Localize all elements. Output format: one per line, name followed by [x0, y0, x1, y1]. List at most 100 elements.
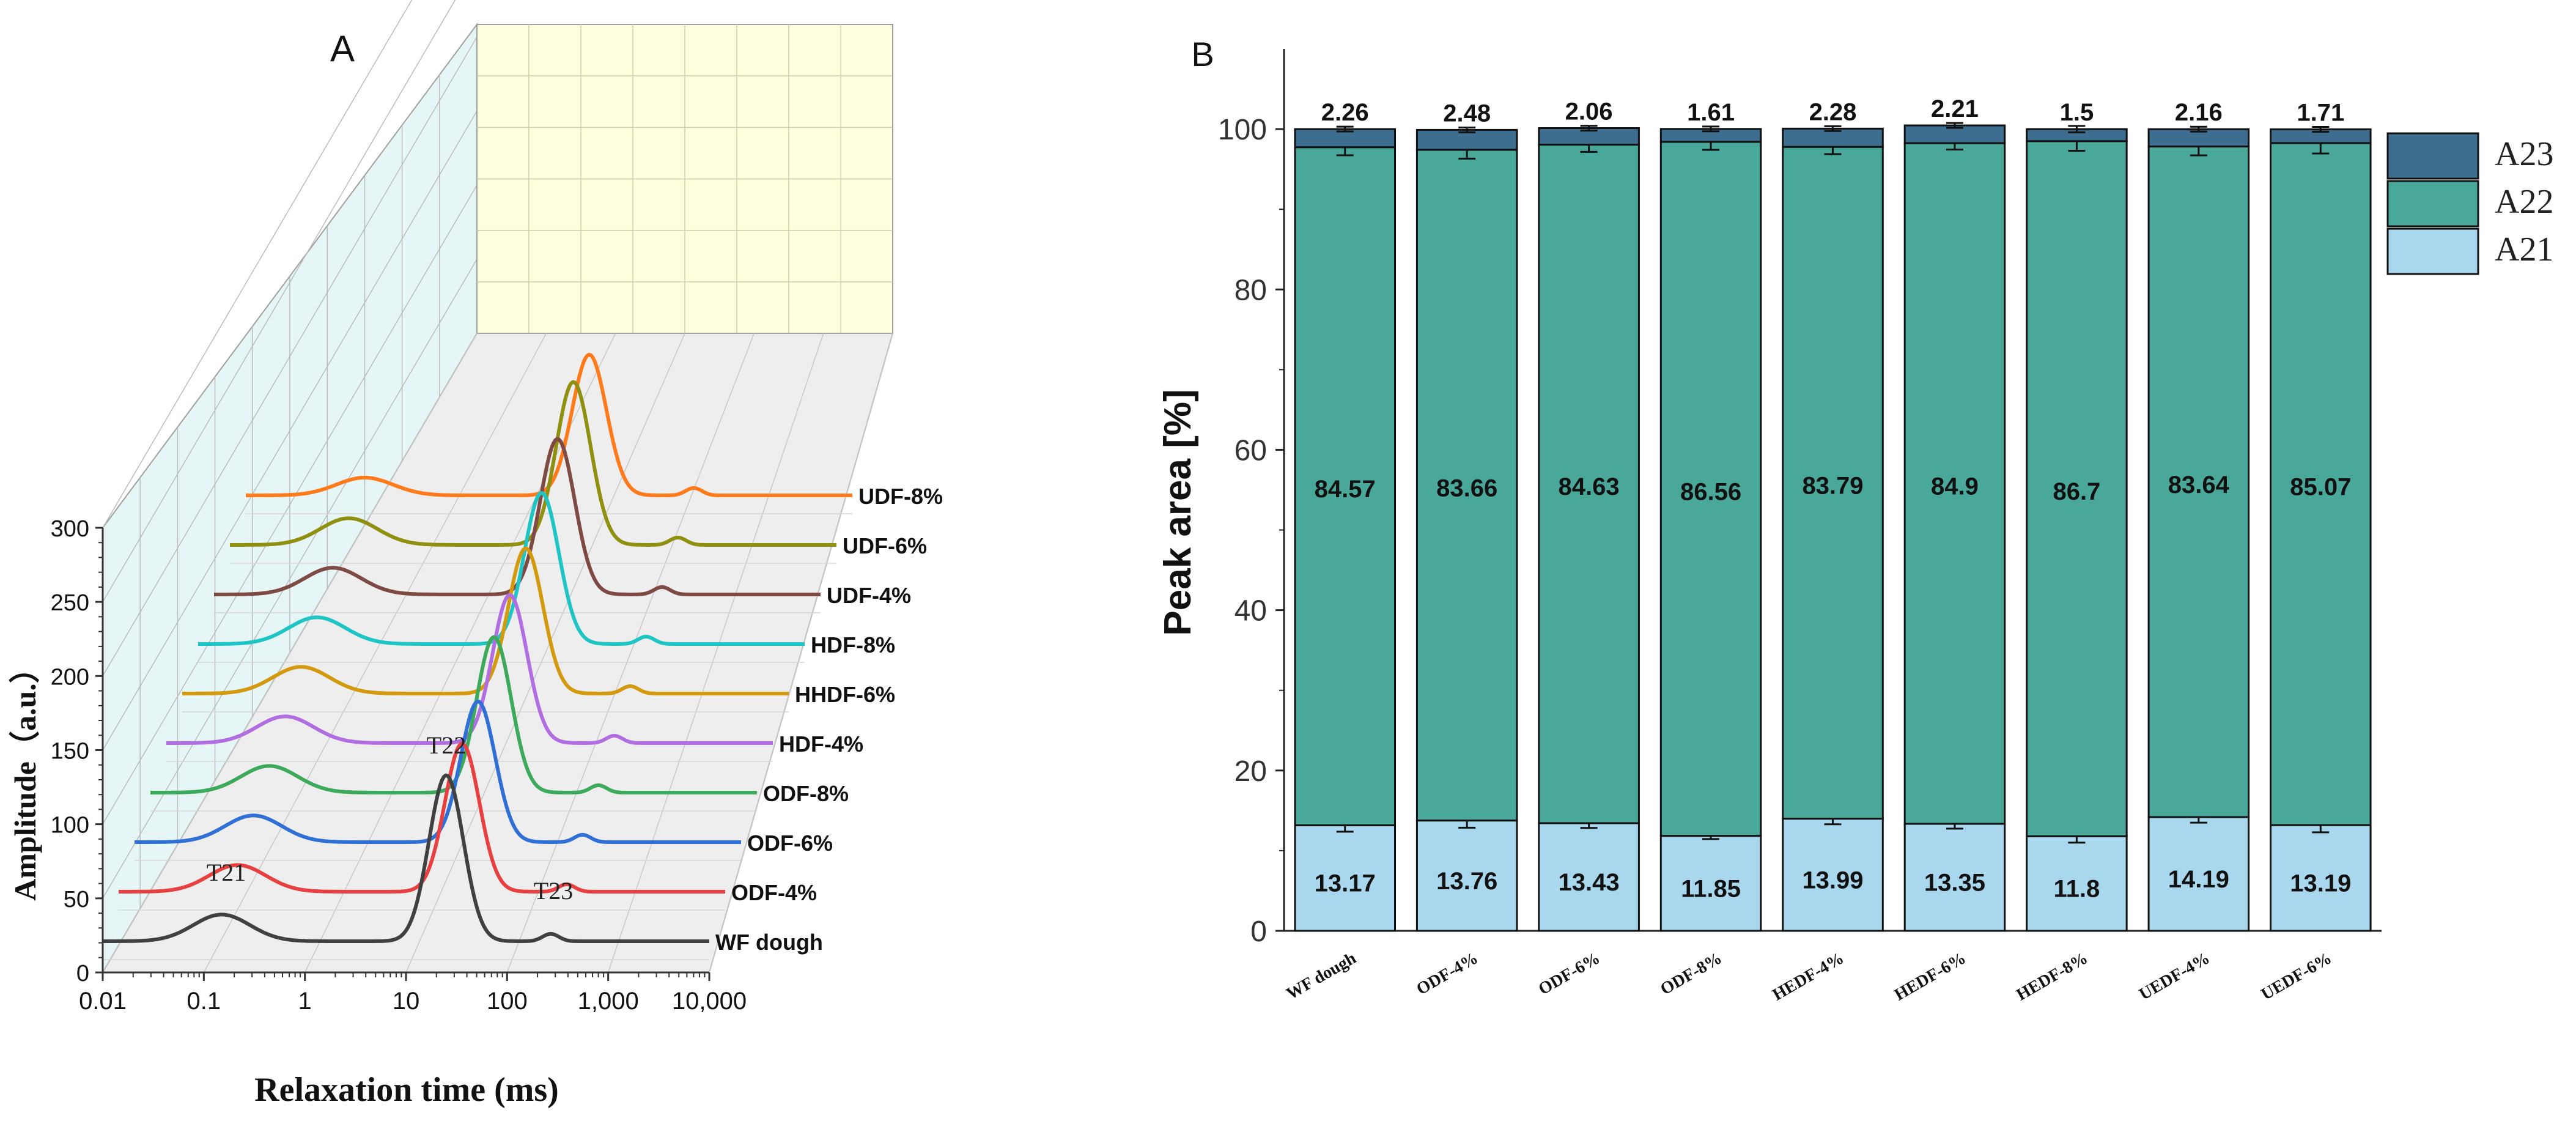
- bar-a21-hedf-6: [1903, 823, 2006, 932]
- a-y-tick-label: 300: [51, 516, 89, 542]
- value-label-a23: 2.26: [1321, 99, 1369, 126]
- panel-b: B Peak area [%] 0 20 40 60 80 100 13.17 84.57 2…: [1157, 35, 2553, 1005]
- value-label-a21: 13.99: [1802, 867, 1863, 894]
- value-label-a21: 14.19: [2168, 866, 2229, 893]
- bar-a21-uedf-6: [2270, 824, 2372, 932]
- bar-a22-hedf-4: [1782, 146, 1884, 820]
- b-y-tick-label: 60: [1234, 434, 1267, 467]
- value-label-a23: 1.5: [2060, 99, 2094, 126]
- b-y-tick-label: 80: [1234, 274, 1267, 306]
- series-label-udf-8: UDF-8%: [858, 484, 943, 509]
- b-y-tick-label: 20: [1234, 755, 1267, 788]
- value-label-a23: 2.06: [1565, 98, 1613, 125]
- panel-a: 0 50 100 150 200 250 300 0.01 0.1 1 10 100 1,000 10,…: [8, 0, 943, 1109]
- a-x-tick-label: 1: [298, 988, 312, 1015]
- value-label-a21: 11.85: [1681, 875, 1741, 902]
- value-label-a22: 86.56: [1680, 478, 1741, 505]
- b-x-tick-label: ODF-6%: [1535, 949, 1603, 999]
- b-x-tick-labels: WF dough ODF-4% ODF-6% ODF-8% HEDF-4% HEDF-6%…: [1283, 949, 2335, 1005]
- legend-label-a21: A21: [2495, 231, 2553, 268]
- b-x-tick-label: HEDF-6%: [1891, 949, 1969, 1004]
- a-y-tick-label: 250: [51, 590, 89, 616]
- floor-grid-line: [304, 333, 616, 973]
- bar-a22-odf-8: [1659, 141, 1762, 837]
- value-label-a22: 85.07: [2290, 473, 2351, 500]
- floor-grid-line: [607, 333, 824, 973]
- back-wall-grid: [477, 24, 893, 333]
- value-label-a23: 2.16: [2175, 99, 2223, 126]
- floor-grid-line: [405, 333, 685, 973]
- curve-wf-dough: [103, 773, 709, 943]
- a-y-tick-label: 0: [76, 961, 89, 986]
- a-x-ticks: 0.01 0.1 1 10 100 1,000 10,000: [79, 972, 747, 1015]
- bar-a22-uedf-6: [2270, 142, 2372, 826]
- panel-b-label: B: [1191, 35, 1214, 73]
- legend-swatch-a21: [2386, 228, 2479, 275]
- value-label-a23: 2.48: [1443, 100, 1491, 127]
- value-label-a21: 13.76: [1436, 868, 1497, 895]
- b-x-tick-label: UEDF-6%: [2258, 949, 2335, 1004]
- a-x-tick-label: 10: [393, 988, 420, 1015]
- value-label-a23: 1.61: [1687, 99, 1735, 126]
- b-legend: A23 A22 A21: [2386, 132, 2553, 275]
- a-y-tick-label: 200: [51, 664, 89, 690]
- b-bars: 13.17 84.57 2.26 13.76 83.66 2.48 13.43 84.63 2.…: [1294, 95, 2372, 932]
- b-x-tick-label: UEDF-4%: [2136, 949, 2213, 1004]
- peak-label-t21: T21: [207, 859, 246, 886]
- bar-a22-odf-6: [1538, 144, 1640, 824]
- bar-a22-odf-4: [1415, 149, 1518, 822]
- a-x-tick-label: 1,000: [578, 988, 639, 1015]
- series-label-hhdf-6: HHDF-6%: [795, 682, 895, 707]
- bar-a21-hedf-8: [2026, 835, 2128, 932]
- b-x-tick-label: HEDF-8%: [2013, 949, 2091, 1004]
- bar-a21-wf-dough: [1294, 824, 1396, 932]
- value-label-a21: 13.17: [1315, 870, 1376, 897]
- b-y-tick-label: 40: [1234, 595, 1267, 627]
- a-x-tick-label: 0.01: [79, 988, 127, 1015]
- peak-label-t22: T22: [427, 731, 466, 759]
- value-label-a21: 13.43: [1559, 869, 1620, 896]
- bar-a22-wf-dough: [1294, 146, 1396, 826]
- value-label-a22: 84.63: [1559, 473, 1620, 500]
- a-y-axis-title: Amplitude（a.u.）: [8, 653, 42, 901]
- value-label-a21: 11.8: [2054, 876, 2100, 903]
- b-y-tick-label: 0: [1250, 916, 1267, 948]
- bar-a21-odf-4: [1415, 820, 1518, 932]
- value-label-a22: 84.9: [1931, 473, 1979, 500]
- a-x-axis-title: Relaxation time (ms): [254, 1071, 559, 1109]
- floor-grid-line: [506, 333, 755, 973]
- b-y-ticks: 0 20 40 60 80 100: [1218, 114, 1284, 948]
- value-label-a22: 86.7: [2053, 478, 2100, 505]
- legend-swatch-a23: [2386, 132, 2479, 180]
- value-label-a23: 2.21: [1931, 95, 1979, 122]
- a-series-labels: UDF-8% UDF-6% UDF-4% HDF-8% HHDF-6% HDF-4% ODF…: [715, 484, 943, 955]
- legend-label-a22: A22: [2495, 183, 2553, 221]
- value-label-a21: 13.19: [2290, 870, 2351, 897]
- b-x-tick-label: HEDF-4%: [1770, 949, 1847, 1004]
- value-label-a22: 83.66: [1436, 475, 1497, 502]
- value-label-a23: 1.71: [2297, 99, 2344, 126]
- side-grid-line: [102, 0, 413, 528]
- a-y-ticks: 0 50 100 150 200 250 300: [51, 516, 103, 986]
- a-y-tick-label: 50: [64, 887, 89, 912]
- a-curves: [103, 352, 852, 943]
- bar-a21-odf-6: [1538, 822, 1640, 932]
- bar-a21-hedf-4: [1782, 818, 1884, 932]
- b-y-tick-label: 100: [1218, 114, 1267, 146]
- value-label-a22: 84.57: [1315, 476, 1376, 503]
- a-x-tick-label: 10,000: [672, 988, 747, 1015]
- floor-grid-line: [203, 333, 547, 973]
- legend-swatch-a22: [2386, 180, 2479, 228]
- value-label-a22: 83.79: [1802, 472, 1863, 499]
- value-label-a23: 2.28: [1809, 98, 1857, 125]
- value-label-a22: 83.64: [2168, 472, 2230, 498]
- a-x-tick-label: 100: [487, 988, 528, 1015]
- panel-a-label: A: [330, 28, 355, 69]
- series-label-odf-6: ODF-6%: [747, 831, 833, 856]
- value-label-a21: 13.35: [1924, 869, 1985, 896]
- series-label-odf-8: ODF-8%: [763, 781, 849, 806]
- bar-a21-uedf-4: [2147, 816, 2250, 932]
- a-y-tick-label: 100: [51, 813, 89, 838]
- b-x-tick-label: ODF-8%: [1657, 949, 1725, 999]
